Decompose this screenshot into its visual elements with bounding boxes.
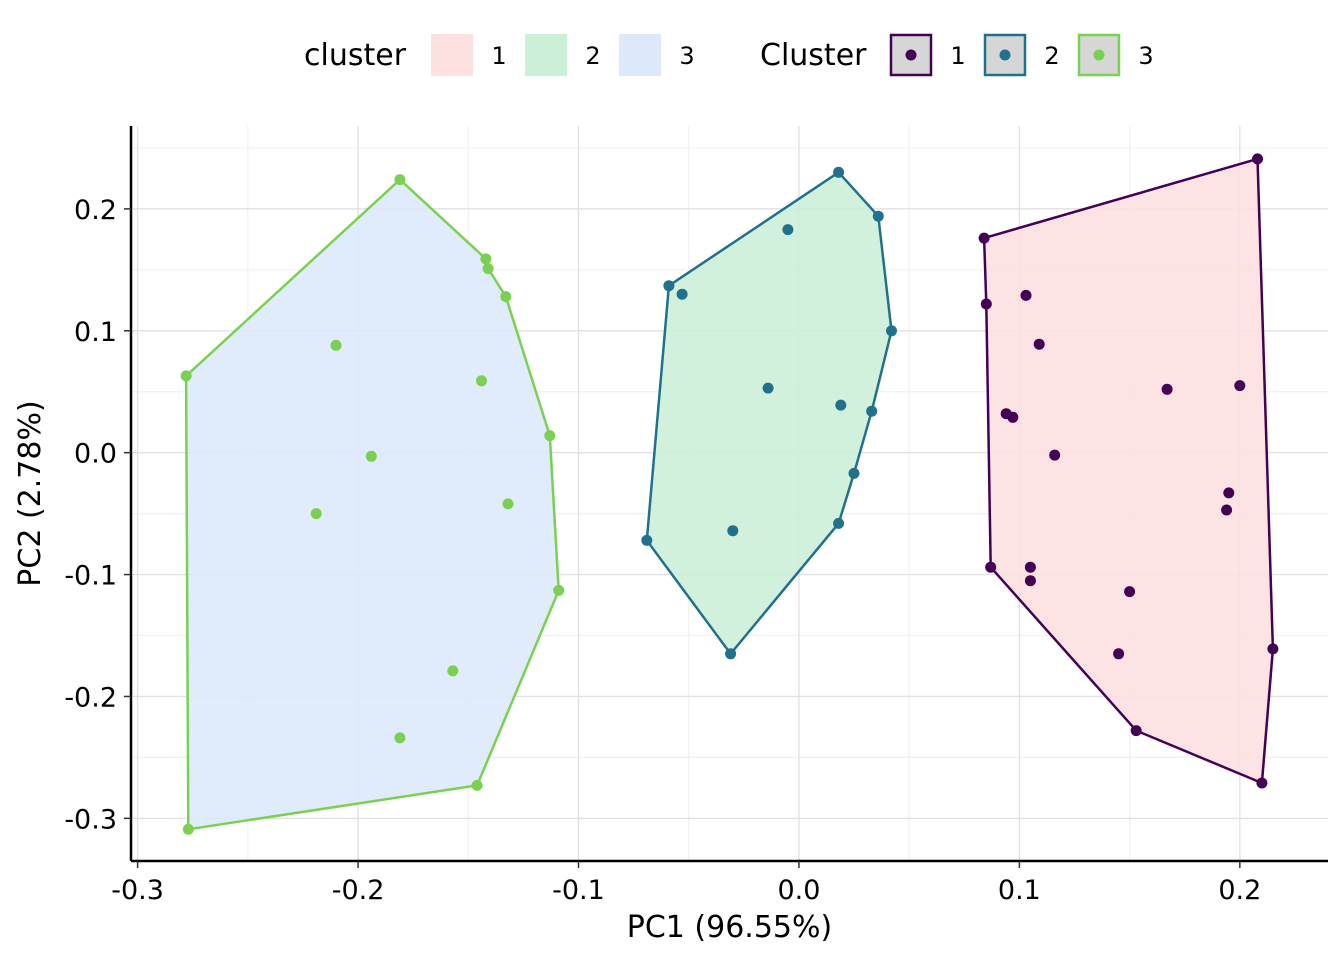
cluster-2-point [866,405,878,417]
legend-title: cluster [304,38,407,73]
legend-key-swatch [431,34,473,76]
cluster-1-point [1267,643,1279,655]
cluster-2-point [641,534,653,546]
x-tick-label: 0.1 [998,875,1041,906]
cluster-3-point [394,174,406,186]
cluster-2-point [676,288,688,300]
cluster-3-point [502,498,514,510]
cluster-1-point [1033,338,1045,350]
cluster-1-point [1049,449,1061,461]
cluster-1-point [1113,648,1125,660]
cluster-3-point [553,584,565,596]
y-tick-label: -0.3 [64,804,117,835]
legend-entry-label: 3 [679,42,694,70]
legend-key-swatch [525,34,567,76]
cluster-1-point [1161,383,1173,395]
legend-title: Cluster [760,38,867,73]
legend-key-point [905,49,917,61]
cluster-2-point [727,525,739,537]
cluster-1-point [1124,586,1136,598]
x-tick-label: -0.2 [332,875,385,906]
cluster-hulls [184,157,1275,831]
legend-key-swatch [619,34,661,76]
legend-key-point [1093,49,1105,61]
y-axis-ticks: -0.3 -0.2 -0.1 0.0 0.1 0.2 [64,195,131,835]
legend-point-group: Cluster 1 2 3 [760,33,1154,77]
cluster-3-point [330,339,342,351]
x-axis-ticks: -0.3 -0.2 -0.1 0.0 0.1 0.2 [111,861,1261,906]
cluster-2-point [886,325,897,337]
cluster-2-point [663,280,675,292]
cluster-1-point [985,561,997,573]
x-axis-title: PC1 (96.55%) [627,910,832,945]
x-tick-label: -0.1 [552,875,605,906]
legend-key-swatch [983,33,1027,77]
cluster-1-point [1020,289,1032,301]
cluster-1-point [1256,777,1268,789]
legend-entry-label: 1 [491,42,506,70]
axes [129,126,1328,863]
cluster-3-point [365,450,377,462]
cluster-1-point [1024,575,1036,587]
cluster-2-point [833,517,845,529]
cluster-3-point [310,508,322,520]
cluster-2-point [725,648,737,660]
legend-entry-label: 2 [1044,42,1059,70]
cluster-2-point [835,399,847,411]
cluster-2-point [872,210,884,222]
cluster-3-hull [184,178,560,831]
cluster-1-point [978,232,990,244]
legend-fill-group: cluster 1 2 3 [304,34,695,76]
cluster-3-point [182,823,194,835]
cluster-3-point [482,263,494,275]
legend-entry-label: 2 [585,42,600,70]
y-tick-label: 0.2 [74,195,117,226]
y-axis-title: PC2 (2.78%) [13,400,48,586]
x-tick-label: -0.3 [111,875,164,906]
cluster-3-point [394,732,406,744]
cluster-2-point [848,467,860,479]
cluster-3-point [500,291,512,303]
cluster-2-point [782,224,794,236]
cluster-1-point [1252,153,1263,165]
cluster-3-point [471,779,483,791]
cluster-1-point [1223,487,1235,499]
cluster-1-point [1234,380,1246,392]
y-tick-label: -0.1 [64,561,117,592]
legend: cluster 1 2 3 Cluster 1 2 3 [304,33,1154,77]
x-tick-label: 0.2 [1218,875,1261,906]
cluster-1-point [1024,561,1036,573]
legend-entry-label: 1 [950,42,965,70]
cluster-3-point [544,430,556,442]
legend-key-point [999,49,1011,61]
cluster-1-point [1221,504,1233,516]
y-tick-label: 0.1 [74,317,117,348]
cluster-2-point [833,166,845,178]
cluster-3-point [480,253,492,265]
y-tick-label: -0.2 [64,682,117,713]
cluster-2-hull [645,171,893,656]
cluster-3-point [180,370,192,382]
cluster-3-point [476,375,487,387]
y-tick-label: 0.0 [74,439,117,470]
cluster-3-point [447,665,459,677]
cluster-2-point [762,382,774,394]
cluster-1-point [1007,411,1019,423]
cluster-1-point [1130,725,1142,737]
x-tick-label: 0.0 [777,875,820,906]
legend-entry-label: 3 [1138,42,1153,70]
cluster-1-point [980,298,992,310]
cluster-points [180,153,1279,835]
cluster-1-hull [982,157,1275,785]
